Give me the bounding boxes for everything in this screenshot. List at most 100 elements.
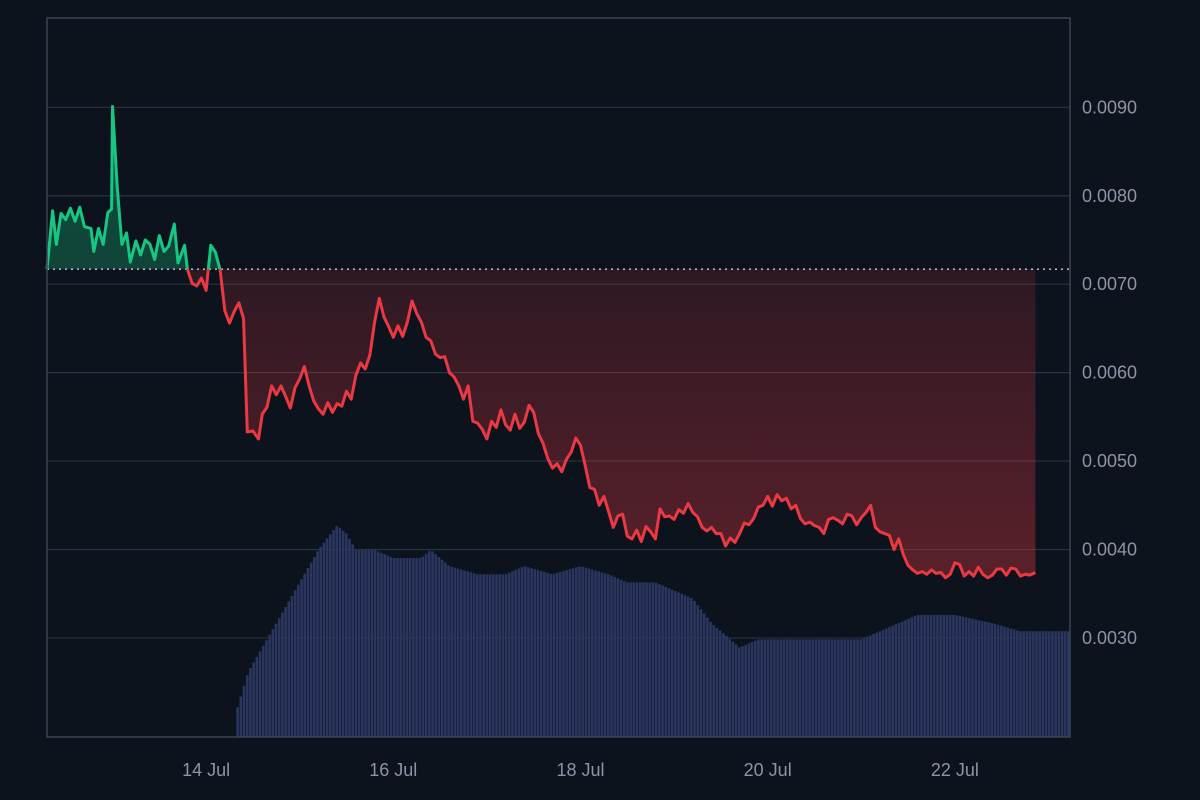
volume-bar xyxy=(693,600,696,737)
volume-bar xyxy=(533,569,537,737)
volume-bar xyxy=(613,576,616,737)
volume-bar xyxy=(974,619,978,737)
volume-bar xyxy=(939,614,942,737)
volume-bar xyxy=(578,566,581,737)
volume-bar xyxy=(351,544,354,737)
volume-bar xyxy=(690,598,693,737)
volume-bar xyxy=(629,582,632,737)
volume-bar xyxy=(501,574,505,737)
volume-bar xyxy=(268,634,271,737)
volume-bar xyxy=(450,566,454,737)
volume-bar xyxy=(325,538,329,737)
volume-bar xyxy=(284,606,287,737)
volume-bar xyxy=(900,621,904,737)
volume-bar xyxy=(447,565,450,737)
volume-bar xyxy=(722,633,725,737)
volume-bar xyxy=(814,639,818,737)
volume-bar xyxy=(785,639,789,737)
volume-bar xyxy=(460,569,463,737)
volume-bar xyxy=(1054,631,1057,737)
volume-bar xyxy=(706,617,709,737)
price-area-fill xyxy=(47,106,1036,578)
volume-bar xyxy=(357,549,361,737)
volume-bar xyxy=(1035,631,1038,737)
volume-bar xyxy=(584,567,588,737)
volume-bar xyxy=(645,582,648,737)
volume-bar xyxy=(712,625,716,737)
volume-bar xyxy=(555,572,559,737)
volume-bar xyxy=(715,627,719,737)
volume-bar xyxy=(773,639,776,737)
volume-bar xyxy=(587,568,591,737)
volume-bar xyxy=(1009,628,1013,737)
y-tick-label: 0.0050 xyxy=(1082,451,1137,471)
volume-bar xyxy=(591,569,594,737)
volume-bar xyxy=(648,582,652,737)
volume-bar xyxy=(444,562,447,737)
price-line xyxy=(45,104,1037,580)
volume-bar xyxy=(306,568,310,737)
volume-bar xyxy=(945,614,949,737)
volume-bar xyxy=(955,615,958,737)
volume-bar xyxy=(1044,631,1048,737)
volume-bar xyxy=(428,551,431,737)
volume-bar xyxy=(344,533,348,737)
volume-bar xyxy=(872,634,875,737)
volume-bar xyxy=(491,574,495,737)
volume-bar xyxy=(418,558,422,737)
volume-bars xyxy=(236,526,1070,737)
volume-bar xyxy=(651,582,655,737)
volume-bar xyxy=(511,571,514,737)
volume-bar xyxy=(932,614,936,737)
volume-bar xyxy=(463,570,466,737)
volume-bar xyxy=(562,571,565,737)
volume-bar xyxy=(907,618,910,737)
volume-bar xyxy=(817,639,821,737)
volume-bar xyxy=(571,568,575,737)
volume-bar xyxy=(610,575,613,737)
volume-bar xyxy=(402,558,406,737)
volume-bar xyxy=(725,636,728,737)
volume-bar xyxy=(303,573,307,737)
volume-bar xyxy=(386,555,390,737)
volume-bar xyxy=(543,571,546,737)
volume-bar xyxy=(329,534,332,737)
volume-bar xyxy=(718,630,722,737)
volume-bar xyxy=(878,631,882,737)
volume-bar xyxy=(958,616,962,737)
volume-bar xyxy=(827,639,831,737)
volume-bar xyxy=(469,572,473,737)
volume-bar xyxy=(517,568,521,737)
volume-bar xyxy=(367,549,370,737)
volume-bar xyxy=(913,616,917,737)
volume-bar xyxy=(348,538,351,737)
volume-bar xyxy=(626,582,629,737)
volume-bar xyxy=(504,574,508,737)
volume-bar xyxy=(255,656,259,737)
volume-bar xyxy=(549,573,553,737)
volume-bar xyxy=(354,549,358,737)
volume-bar xyxy=(603,573,607,737)
volume-bar xyxy=(1067,631,1070,737)
volume-bar xyxy=(977,620,981,737)
y-tick-label: 0.0040 xyxy=(1082,540,1137,560)
volume-bar xyxy=(1060,631,1064,737)
volume-bar xyxy=(833,639,837,737)
volume-bar xyxy=(495,574,498,737)
volume-bar xyxy=(239,696,243,737)
volume-bar xyxy=(984,621,987,737)
volume-bar xyxy=(498,574,501,737)
volume-bar xyxy=(453,567,457,737)
y-tick-label: 0.0030 xyxy=(1082,628,1137,648)
volume-bar xyxy=(600,572,604,737)
volume-bar xyxy=(1047,631,1051,737)
volume-bar xyxy=(389,557,393,737)
volume-bar xyxy=(277,618,281,737)
volume-bar xyxy=(290,595,294,737)
volume-bar xyxy=(821,639,824,737)
volume-bar xyxy=(456,568,460,737)
volume-bar xyxy=(789,639,792,737)
x-tick-label: 14 Jul xyxy=(182,760,230,780)
y-tick-label: 0.0070 xyxy=(1082,274,1137,294)
